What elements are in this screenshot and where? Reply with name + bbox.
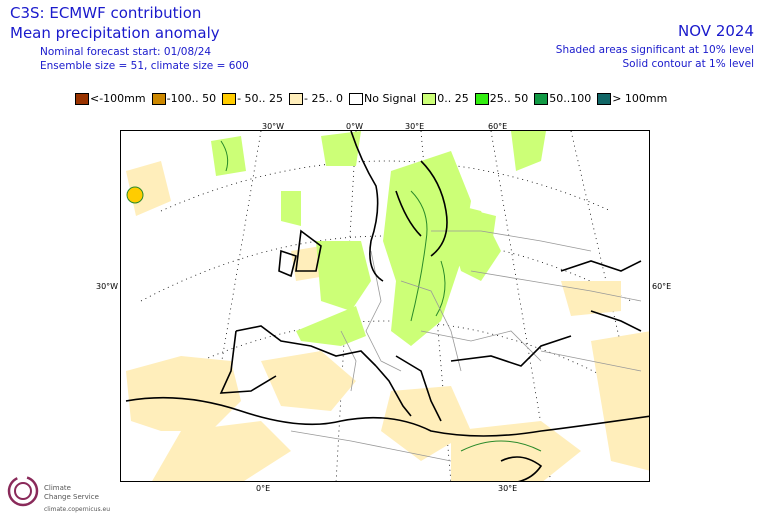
logo-url: climate.copernicus.eu bbox=[44, 506, 111, 513]
legend-item: > 100mm bbox=[597, 92, 667, 105]
legend-swatch bbox=[534, 92, 549, 105]
legend-swatch bbox=[222, 92, 237, 105]
forecast-month: NOV 2024 bbox=[678, 22, 754, 40]
legend-swatch bbox=[151, 92, 166, 105]
legend-swatch bbox=[348, 92, 363, 105]
coastlines bbox=[125, 131, 649, 481]
legend-item: -100.. 50 bbox=[151, 92, 217, 105]
legend-label: - 25.. 0 bbox=[304, 92, 343, 105]
tick-bottom-0e: 0°E bbox=[256, 484, 271, 493]
country-borders bbox=[290, 230, 642, 462]
legend: <-100mm -100.. 50 - 50.. 25 - 25.. 0 No Sign… bbox=[75, 92, 673, 105]
legend-label: 25.. 50 bbox=[489, 92, 529, 105]
tick-top-0w: 0°W bbox=[346, 122, 363, 131]
legend-swatch bbox=[289, 92, 304, 105]
legend-item: No Signal bbox=[348, 92, 417, 105]
legend-label: No Signal bbox=[363, 92, 417, 105]
legend-label: <-100mm bbox=[90, 92, 146, 105]
significance-note: Shaded areas significant at 10% level bbox=[555, 44, 754, 56]
legend-swatch bbox=[474, 92, 489, 105]
strong-dry-spot bbox=[126, 186, 144, 204]
legend-label: -100.. 50 bbox=[166, 92, 217, 105]
legend-label: 0.. 25 bbox=[437, 92, 469, 105]
forecast-start: Nominal forecast start: 01/08/24 bbox=[40, 46, 212, 58]
legend-item: - 50.. 25 bbox=[222, 92, 283, 105]
graticule bbox=[140, 131, 642, 481]
contour-note: Solid contour at 1% level bbox=[622, 58, 754, 70]
legend-item: 0.. 25 bbox=[422, 92, 469, 105]
tick-top-60e: 60°E bbox=[488, 122, 508, 131]
legend-item: - 25.. 0 bbox=[289, 92, 343, 105]
tick-right-60e: 60°E bbox=[652, 282, 672, 291]
legend-swatch bbox=[422, 92, 437, 105]
legend-item: 25.. 50 bbox=[474, 92, 529, 105]
legend-label: - 50.. 25 bbox=[237, 92, 284, 105]
title-line1: C3S: ECMWF contribution bbox=[10, 4, 202, 22]
legend-swatch bbox=[75, 92, 89, 105]
legend-label: > 100mm bbox=[612, 92, 668, 105]
logo-name-line1: Climate bbox=[44, 484, 71, 492]
dry-anomaly-areas bbox=[126, 161, 649, 481]
tick-bottom-30e: 30°E bbox=[498, 484, 518, 493]
logo-name-line2: Change Service bbox=[44, 493, 99, 501]
precipitation-map bbox=[120, 130, 650, 482]
tick-top-30e: 30°E bbox=[405, 122, 425, 131]
legend-item: <-100mm bbox=[75, 92, 146, 105]
climate-service-icon bbox=[7, 475, 39, 507]
wet-anomaly-areas bbox=[211, 131, 546, 346]
legend-swatch bbox=[597, 92, 612, 105]
legend-item: 50..100 bbox=[534, 92, 591, 105]
title-line2: Mean precipitation anomaly bbox=[10, 24, 220, 42]
tick-top-30w: 30°W bbox=[262, 122, 285, 131]
copernicus-logo: Climate Change Service climate.copernicu… bbox=[6, 472, 116, 516]
significance-contours bbox=[220, 140, 542, 452]
tick-left-30w: 30°W bbox=[96, 282, 119, 291]
map-canvas bbox=[125, 131, 649, 481]
ensemble-size: Ensemble size = 51, climate size = 600 bbox=[40, 60, 249, 72]
legend-label: 50..100 bbox=[549, 92, 592, 105]
